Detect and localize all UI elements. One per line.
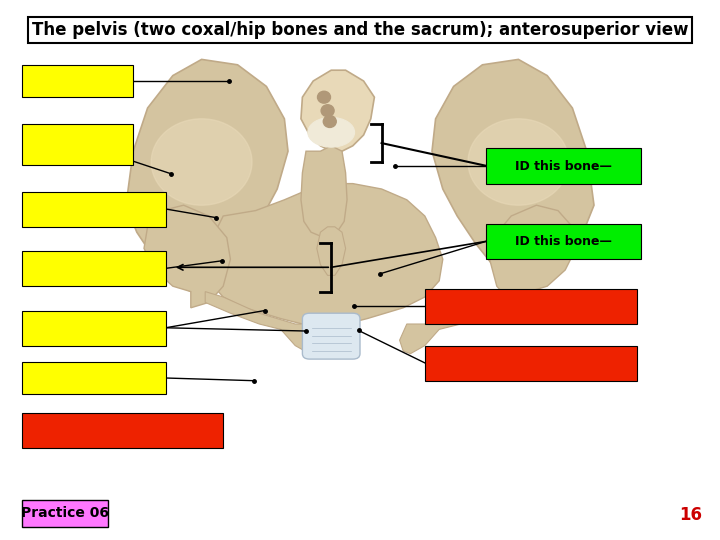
Ellipse shape (321, 105, 334, 117)
FancyBboxPatch shape (425, 289, 637, 324)
FancyBboxPatch shape (22, 251, 166, 286)
FancyBboxPatch shape (302, 313, 360, 359)
Polygon shape (301, 70, 374, 151)
Ellipse shape (151, 119, 252, 205)
Polygon shape (144, 205, 230, 308)
Polygon shape (126, 59, 288, 292)
FancyBboxPatch shape (22, 124, 133, 165)
FancyBboxPatch shape (22, 192, 166, 227)
Text: ID this bone—: ID this bone— (515, 235, 612, 248)
Polygon shape (432, 59, 594, 292)
FancyBboxPatch shape (112, 59, 493, 464)
Ellipse shape (468, 119, 569, 205)
Polygon shape (400, 292, 515, 354)
Ellipse shape (323, 116, 336, 127)
Text: The pelvis (two coxal/hip bones and the sacrum); anterosuperior view: The pelvis (two coxal/hip bones and the … (32, 21, 688, 39)
Polygon shape (317, 227, 346, 275)
FancyBboxPatch shape (22, 65, 133, 97)
FancyBboxPatch shape (425, 346, 637, 381)
Ellipse shape (318, 91, 330, 103)
Polygon shape (205, 292, 320, 354)
Text: ID this bone—: ID this bone— (515, 159, 612, 173)
Polygon shape (205, 184, 443, 329)
FancyBboxPatch shape (22, 500, 108, 526)
FancyBboxPatch shape (486, 148, 641, 184)
Polygon shape (301, 146, 347, 238)
FancyBboxPatch shape (22, 310, 166, 346)
Text: 16: 16 (679, 506, 702, 524)
FancyBboxPatch shape (22, 362, 166, 394)
Polygon shape (490, 205, 576, 308)
Ellipse shape (307, 117, 354, 147)
Text: Practice 06: Practice 06 (21, 506, 109, 520)
FancyBboxPatch shape (22, 413, 223, 448)
FancyBboxPatch shape (486, 224, 641, 259)
